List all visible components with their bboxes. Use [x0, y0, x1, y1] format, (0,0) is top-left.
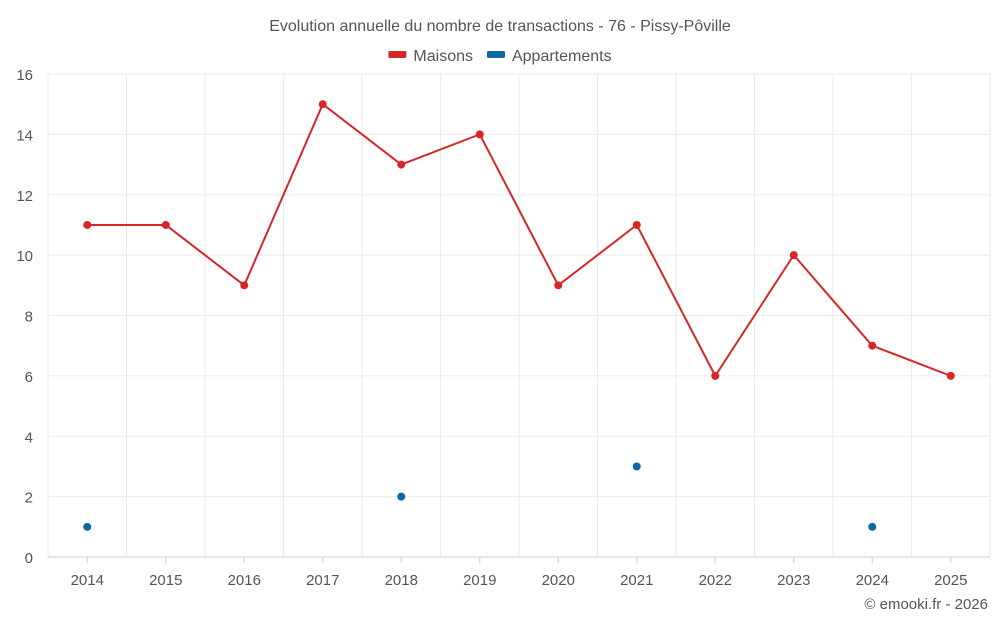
data-point: [868, 522, 877, 531]
grid: [47, 73, 991, 558]
series: [83, 100, 955, 531]
data-point: [868, 341, 877, 350]
data-point: [161, 220, 170, 229]
data-point: [554, 281, 563, 290]
credit-text: © emooki.fr - 2026: [864, 596, 988, 613]
series-maisons: [83, 100, 955, 380]
chart-title: Evolution annuelle du nombre de transact…: [269, 18, 731, 35]
legend-item-appartements: Appartements: [486, 48, 612, 65]
x-tick-label: 2023: [777, 572, 810, 589]
data-point: [789, 251, 798, 260]
legend: Maisons Appartements: [388, 48, 612, 65]
data-point: [397, 160, 406, 169]
x-tick-label: 2020: [542, 572, 575, 589]
data-point: [632, 220, 641, 229]
x-tick-label: 2021: [620, 572, 653, 589]
y-tick-label: 0: [25, 550, 33, 567]
y-tick-label: 10: [16, 248, 33, 265]
x-tick-label: 2025: [934, 572, 967, 589]
y-tick-label: 14: [16, 127, 33, 144]
x-tick-label: 2022: [699, 572, 732, 589]
legend-label: Maisons: [413, 48, 473, 65]
x-tick-label: 2024: [856, 572, 889, 589]
legend-label: Appartements: [512, 48, 612, 65]
y-tick-label: 4: [25, 429, 33, 446]
x-tick-label: 2016: [228, 572, 261, 589]
series-appartements: [83, 462, 877, 531]
data-point: [83, 220, 92, 229]
data-point: [397, 492, 406, 501]
data-point: [240, 281, 249, 290]
y-axis: 0 2 4 6 8 10 12 14 16: [16, 67, 33, 567]
y-tick-label: 16: [16, 67, 33, 84]
y-tick-label: 8: [25, 309, 33, 326]
x-tick-label: 2019: [463, 572, 496, 589]
y-tick-label: 12: [16, 188, 33, 205]
x-axis: 2014 2015 2016 2017 2018 2019 2020 2021 2022 2023…: [71, 557, 967, 589]
legend-swatch: [388, 51, 407, 58]
data-point: [711, 371, 720, 380]
x-tick-label: 2017: [306, 572, 339, 589]
legend-item-maisons: Maisons: [388, 48, 473, 65]
x-tick-label: 2015: [149, 572, 182, 589]
data-point: [632, 462, 641, 471]
y-tick-label: 2: [25, 490, 33, 507]
data-point: [318, 100, 327, 109]
series-line: [87, 103, 952, 377]
data-point: [83, 522, 92, 531]
data-point: [946, 371, 955, 380]
legend-swatch: [486, 51, 505, 58]
y-tick-label: 6: [25, 369, 33, 386]
data-point: [475, 130, 484, 139]
x-tick-label: 2014: [71, 572, 104, 589]
x-tick-label: 2018: [385, 572, 418, 589]
